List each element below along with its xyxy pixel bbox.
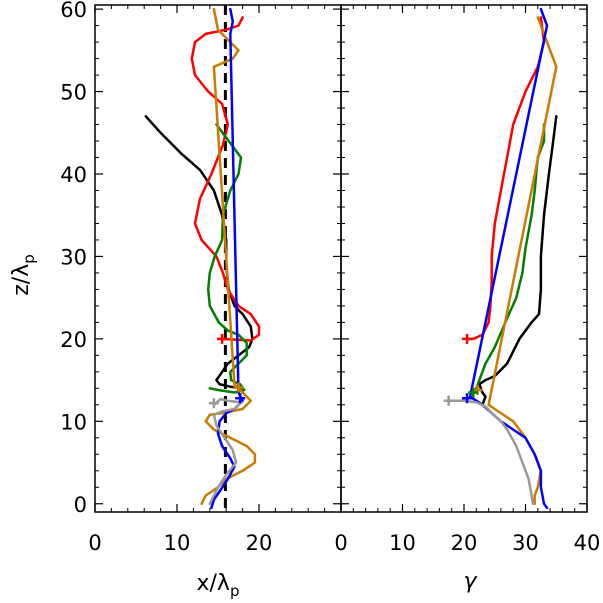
y-axis-title: z/λp xyxy=(9,254,38,296)
left-x-tick-label: 20 xyxy=(246,531,273,555)
right-x-tick-label: 30 xyxy=(512,531,539,555)
left-plus-marker xyxy=(233,382,244,393)
right-x-tick-label: 10 xyxy=(389,531,416,555)
left-x-axis-title: x/λp xyxy=(197,571,240,600)
right-plus-marker xyxy=(468,387,479,398)
right-plot-frame xyxy=(340,4,588,513)
y-tick-label: 60 xyxy=(60,0,87,22)
right-series-line xyxy=(447,399,535,506)
y-tick-label: 10 xyxy=(60,410,87,434)
right-series-line xyxy=(478,115,558,407)
right-series-line xyxy=(468,7,549,510)
left-plus-marker xyxy=(235,393,246,404)
left-series-line xyxy=(144,115,254,390)
y-tick-label: 40 xyxy=(60,163,87,187)
left-plus-marker xyxy=(208,398,219,409)
right-x-tick-label: 40 xyxy=(574,531,601,555)
right-series-line xyxy=(465,16,546,341)
left-x-tick-label: 10 xyxy=(164,531,191,555)
right-series-line xyxy=(475,123,546,394)
left-panel: 0 10 20 0 10 20 30 40 50 60 xyxy=(60,0,342,555)
right-plus-marker xyxy=(443,395,454,406)
right-x-tick-label: 0 xyxy=(334,531,347,555)
left-series-line xyxy=(206,123,248,394)
left-series-line xyxy=(208,397,243,506)
left-series-line xyxy=(190,16,261,342)
right-plus-marker xyxy=(462,393,473,404)
y-tick-label: 50 xyxy=(60,81,87,105)
right-plus-marker xyxy=(462,333,473,344)
y-tick-label: 20 xyxy=(60,328,87,352)
left-x-tick-label: 0 xyxy=(88,531,101,555)
right-panel: 0 10 20 30 40 xyxy=(334,4,601,555)
right-x-tick-label: 20 xyxy=(451,531,478,555)
right-x-axis-title: γ xyxy=(463,569,477,594)
left-series-line xyxy=(200,7,257,506)
left-plus-marker xyxy=(217,333,228,344)
y-tick-label: 0 xyxy=(74,493,87,517)
y-tick-label: 30 xyxy=(60,245,87,269)
